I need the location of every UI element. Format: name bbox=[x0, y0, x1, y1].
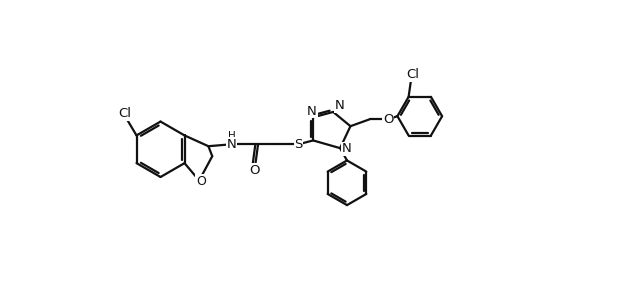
Text: O: O bbox=[383, 113, 394, 126]
Text: N: N bbox=[227, 138, 236, 151]
Text: N: N bbox=[307, 105, 317, 118]
Text: Cl: Cl bbox=[407, 68, 420, 81]
Text: S: S bbox=[294, 138, 303, 151]
Text: N: N bbox=[335, 99, 344, 112]
Text: H: H bbox=[228, 131, 236, 141]
Text: Cl: Cl bbox=[118, 107, 131, 120]
Text: N: N bbox=[341, 142, 351, 155]
Text: O: O bbox=[249, 164, 259, 177]
Text: O: O bbox=[196, 175, 205, 188]
